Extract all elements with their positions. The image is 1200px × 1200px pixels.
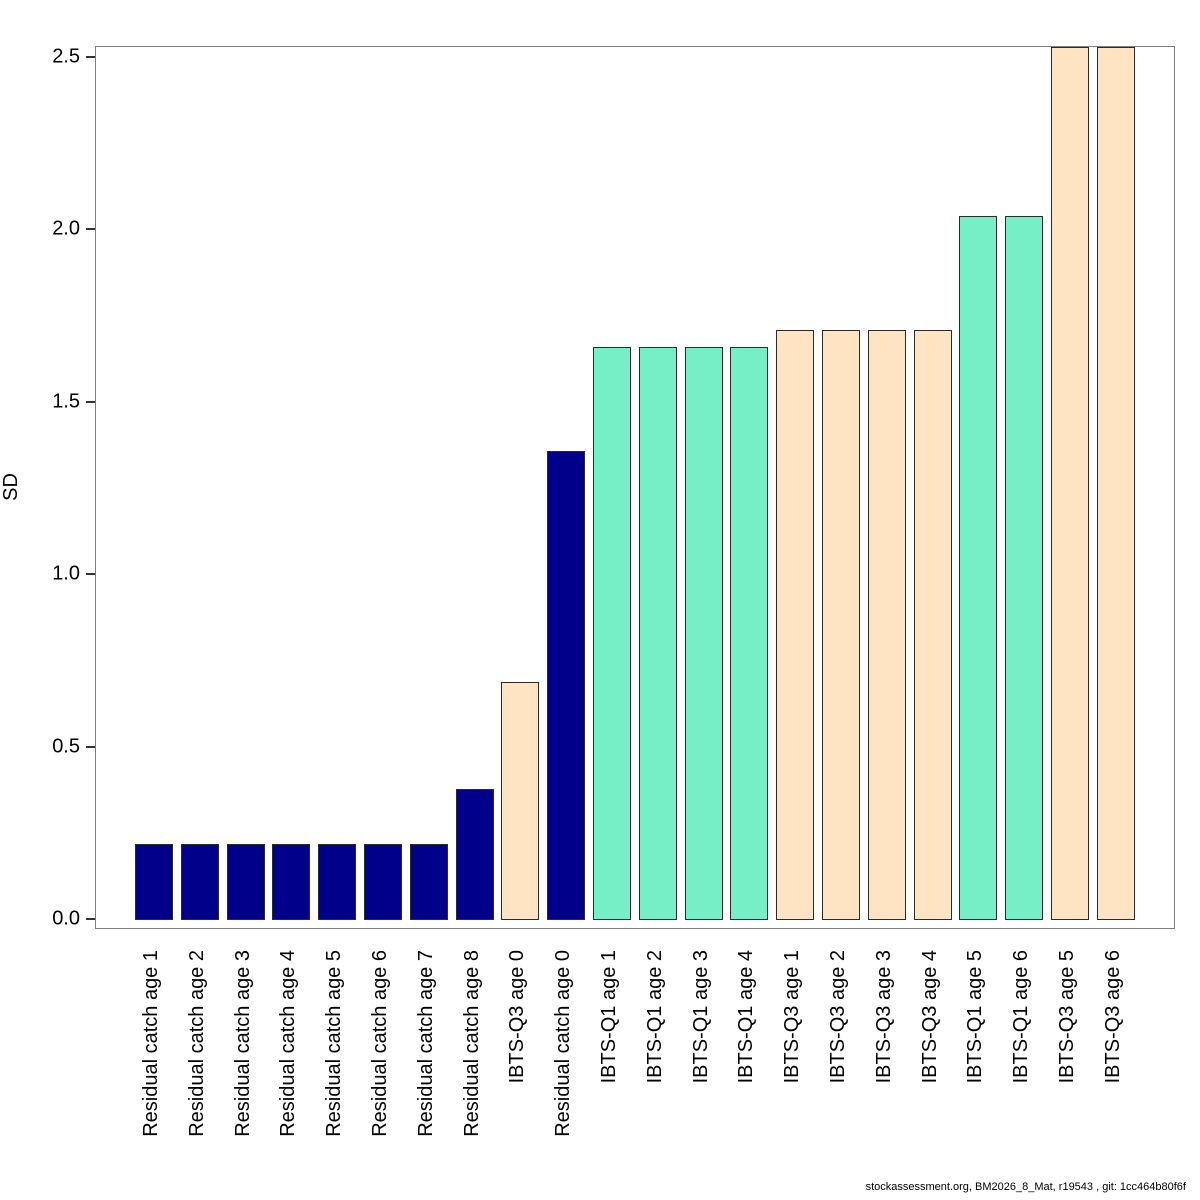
y-axis-title: SD (0, 473, 22, 501)
y-tick-mark (86, 56, 95, 58)
y-tick-label: 1.0 (52, 562, 80, 585)
x-tick-label: IBTS-Q3 age 2 (827, 950, 849, 1084)
x-tick-label: IBTS-Q3 age 0 (506, 950, 528, 1084)
y-tick-label: 2.5 (52, 45, 80, 68)
x-tick-label: IBTS-Q1 age 3 (690, 950, 712, 1084)
bar (868, 330, 906, 920)
x-tick-label: Residual catch age 0 (552, 950, 574, 1137)
x-tick-label: Residual catch age 1 (140, 950, 162, 1137)
x-tick-label: Residual catch age 8 (461, 950, 483, 1137)
x-tick-label: Residual catch age 3 (232, 950, 254, 1137)
bar (1051, 47, 1089, 920)
y-tick-label: 1.5 (52, 390, 80, 413)
x-tick-label: IBTS-Q3 age 3 (873, 950, 895, 1084)
footer-note: stockassessment.org, BM2026_8_Mat, r1954… (865, 1181, 1186, 1193)
x-tick-label: IBTS-Q1 age 2 (644, 950, 666, 1084)
bar (1097, 47, 1135, 920)
y-tick-label: 0.0 (52, 907, 80, 930)
bar (685, 347, 723, 920)
y-tick-mark (86, 228, 95, 230)
bar (318, 844, 356, 920)
bars-layer (96, 47, 1174, 920)
bar (822, 330, 860, 920)
x-tick-label: IBTS-Q3 age 4 (919, 950, 941, 1084)
bar (410, 844, 448, 920)
x-tick-label: IBTS-Q1 age 6 (1010, 950, 1032, 1084)
bar (272, 844, 310, 920)
y-tick-mark (86, 918, 95, 920)
x-tick-label: IBTS-Q3 age 5 (1056, 950, 1078, 1084)
x-tick-label: IBTS-Q1 age 1 (598, 950, 620, 1084)
x-tick-label: Residual catch age 7 (415, 950, 437, 1137)
bar (227, 844, 265, 920)
bar (776, 330, 814, 920)
x-tick-label: Residual catch age 4 (277, 950, 299, 1137)
x-tick-label: IBTS-Q3 age 1 (781, 950, 803, 1084)
bar (730, 347, 768, 920)
plot-area (95, 46, 1175, 929)
bar (135, 844, 173, 920)
y-tick-mark (86, 401, 95, 403)
y-tick-label: 2.0 (52, 217, 80, 240)
y-tick-label: 0.5 (52, 735, 80, 758)
bar (547, 451, 585, 920)
bar (501, 682, 539, 920)
bar (593, 347, 631, 920)
bar (914, 330, 952, 920)
x-tick-label: Residual catch age 5 (323, 950, 345, 1137)
y-tick-mark (86, 573, 95, 575)
x-tick-label: IBTS-Q1 age 4 (735, 950, 757, 1084)
x-tick-label: Residual catch age 2 (186, 950, 208, 1137)
x-tick-label: IBTS-Q1 age 5 (964, 950, 986, 1084)
x-tick-label: Residual catch age 6 (369, 950, 391, 1137)
y-tick-mark (86, 746, 95, 748)
bar (959, 216, 997, 920)
bar (456, 789, 494, 920)
bar (364, 844, 402, 920)
bar (181, 844, 219, 920)
bar (1005, 216, 1043, 920)
bar (639, 347, 677, 920)
x-tick-label: IBTS-Q3 age 6 (1102, 950, 1124, 1084)
